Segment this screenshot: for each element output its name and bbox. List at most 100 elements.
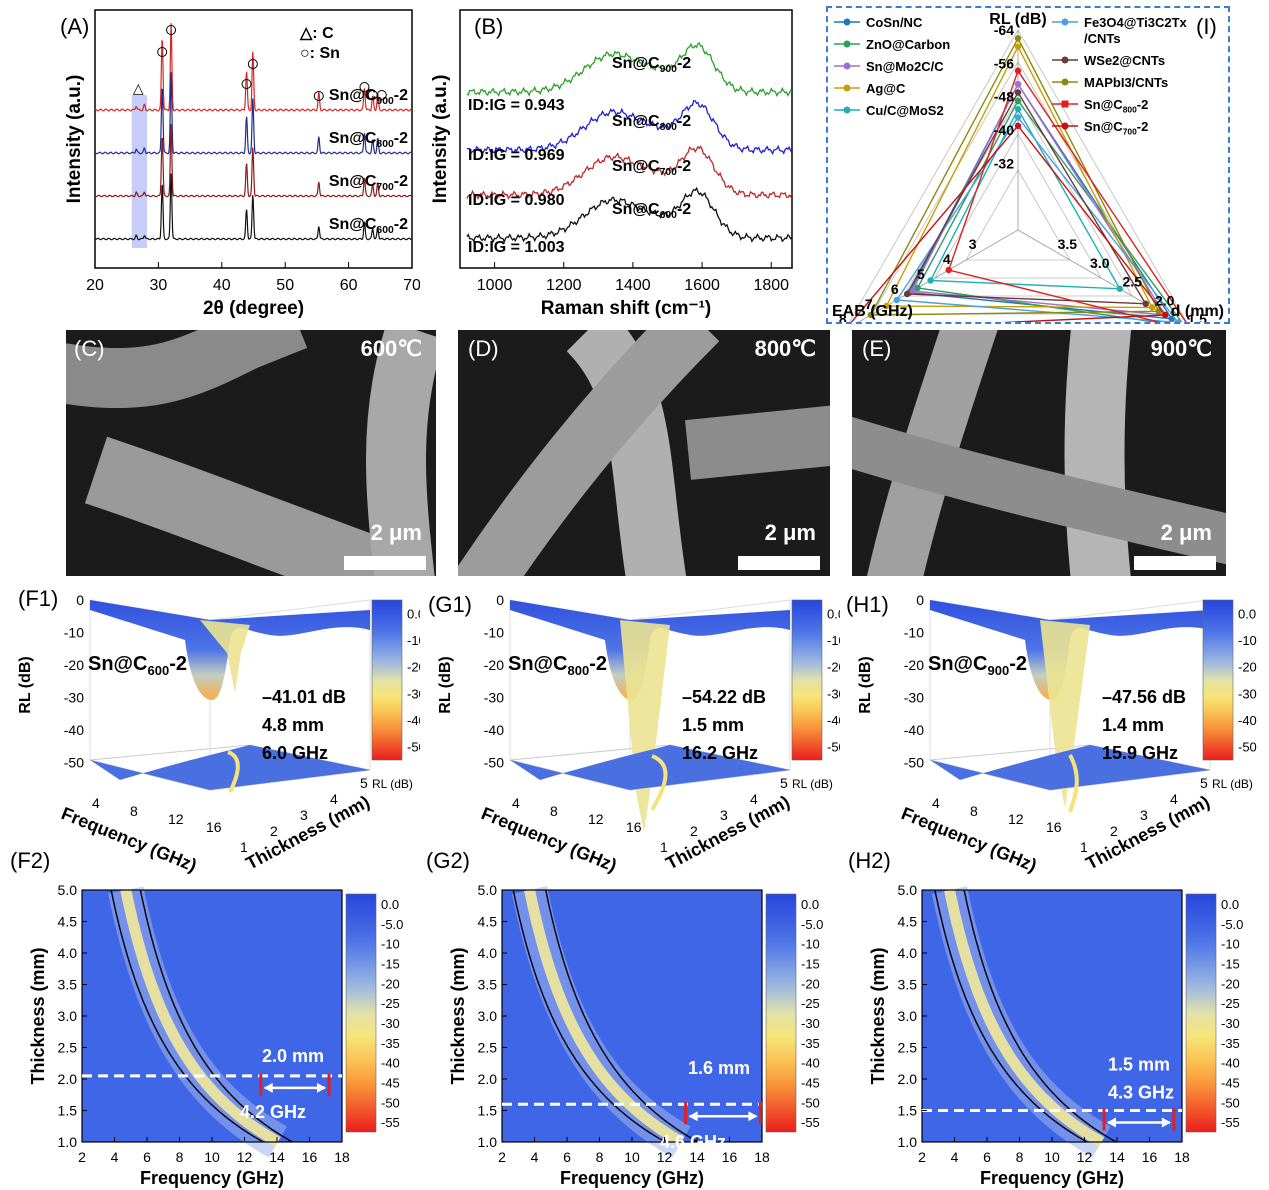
eab-tick-label: 7 xyxy=(865,296,873,312)
x-tick-label: 14 xyxy=(1109,1149,1125,1165)
contour-line xyxy=(963,889,1117,1143)
panel-label-h1: (H1) xyxy=(846,592,889,617)
legend-label: CoSn/NC xyxy=(866,15,923,30)
projection-ridge xyxy=(227,750,240,793)
rl-tick-label: -56 xyxy=(994,55,1014,71)
xrd-chart: 20 30 40 50 60 70 2θ (degree) Intensity (a.u.) S… xyxy=(64,9,421,319)
panel-label-d: (D) xyxy=(468,336,499,361)
x-tick-label: 2 xyxy=(918,1149,926,1165)
colorbar-tick-label: -40 xyxy=(1238,713,1257,728)
x-tick-label: 12 xyxy=(1077,1149,1093,1165)
freq-tick-label: 12 xyxy=(1008,811,1024,827)
colorbar-tick-label: -25 xyxy=(1221,996,1240,1011)
rl-surface xyxy=(90,600,370,700)
rl-peak xyxy=(200,620,250,693)
legend-marker xyxy=(1061,56,1069,64)
radar-point xyxy=(1014,43,1022,50)
colorbar-tick-label: -20 xyxy=(801,976,820,991)
y-tick-label: 3.0 xyxy=(478,1008,498,1024)
x-axis-label: Frequency (GHz) xyxy=(980,1168,1124,1188)
contour-line xyxy=(545,889,699,1143)
x-axis-label: Frequency (GHz) xyxy=(140,1168,284,1188)
sem-image-900: 900℃ 2 μm xyxy=(852,330,1226,576)
colorbar-tick-label: -30 xyxy=(381,1016,400,1031)
colorbar-tick-label: -20 xyxy=(407,660,420,675)
colorbar-tick-label: -40 xyxy=(827,713,840,728)
x-tick-label: 4 xyxy=(111,1149,119,1165)
z-tick-label: -50 xyxy=(64,755,84,771)
panel-label-a: (A) xyxy=(60,14,90,39)
surface-sample-label: Sn@C600-2 xyxy=(88,653,187,678)
eab-tick-label: 4 xyxy=(943,251,951,267)
eab-arrowhead xyxy=(263,1082,273,1093)
x-tick-label: 4 xyxy=(531,1149,539,1165)
id-ig-ratio: ID:IG = 1.003 xyxy=(468,239,565,256)
x-tick-label: 8 xyxy=(1016,1149,1024,1165)
surface-min-rl: –54.22 dB xyxy=(682,687,766,707)
thick-tick-label: 4 xyxy=(1170,791,1178,807)
sem-fibers xyxy=(852,330,1226,576)
projection-floor xyxy=(90,745,370,790)
sn-peak-marker xyxy=(166,25,177,35)
colorbar-tick-label: -35 xyxy=(801,1036,820,1051)
colorbar-tick-label: -10 xyxy=(801,937,820,952)
z-tick-label: -40 xyxy=(64,722,84,738)
z-tick-label: -20 xyxy=(64,657,84,673)
colorbar-title: RL (dB) xyxy=(792,777,833,791)
y-tick-label: 2.0 xyxy=(58,1071,78,1087)
y-tick-label: 1.5 xyxy=(58,1103,78,1119)
x-tick-label: 10 xyxy=(1044,1149,1060,1165)
x-tick-label: 30 xyxy=(150,277,168,294)
eab-annotation: 4.2 GHz xyxy=(240,1102,306,1122)
radar-rl-axis-label: RL (dB) xyxy=(989,11,1046,28)
colorbar-tick-label: 0.0 xyxy=(801,897,819,912)
panel-label-c: (C) xyxy=(74,336,105,361)
z-tick-label: -50 xyxy=(904,755,924,771)
radar-axis xyxy=(1017,229,1192,331)
scale-bar xyxy=(344,556,426,570)
x-tick-label: 18 xyxy=(334,1149,350,1165)
legend-label: /CNTs xyxy=(1084,31,1121,46)
z-tick-label: -10 xyxy=(484,625,504,641)
x-tick-label: 8 xyxy=(176,1149,184,1165)
z-tick-label: 0 xyxy=(496,592,504,608)
projection-floor xyxy=(510,745,790,790)
surface-colorbar xyxy=(371,599,403,761)
z-tick-label: -20 xyxy=(904,657,924,673)
y-tick-label: 1.5 xyxy=(478,1103,498,1119)
raman-chart: 1000 1200 1400 1600 1800 Raman shift (cm⁻¹) In… xyxy=(430,9,793,319)
colorbar-title: RL (dB) xyxy=(1212,777,1253,791)
radar-series xyxy=(895,116,1180,324)
y-tick-label: 1.0 xyxy=(478,1134,498,1150)
colorbar-tick-label: -35 xyxy=(381,1036,400,1051)
colorbar-tick-label: -50 xyxy=(1238,740,1257,755)
z-tick-label: -10 xyxy=(904,625,924,641)
surface-thickness: 1.4 mm xyxy=(1102,715,1164,735)
rl-tick-label: -48 xyxy=(994,89,1014,105)
y-tick-label: 4.5 xyxy=(58,914,78,930)
z-axis-label: RL (dB) xyxy=(857,656,874,713)
radar-point xyxy=(1014,35,1022,42)
rl-tick-label: -32 xyxy=(994,155,1014,171)
radar-point xyxy=(1014,97,1022,105)
absorption-ridge xyxy=(944,888,1105,1147)
radar-point xyxy=(1014,122,1022,130)
id-ig-ratio: ID:IG = 0.943 xyxy=(468,97,565,114)
panel-label-g2: (G2) xyxy=(426,848,470,873)
absorption-ridge xyxy=(120,888,281,1147)
colorbar-tick-label: -5.0 xyxy=(1221,917,1243,932)
xrd-series-label: Sn@C600-2 xyxy=(329,216,408,236)
rl-contour-h2: 1.5 mm 4.3 GHz 2 4 6 8 10 12 14 16 18 1.0 1.5 2.0 2.5 3… xyxy=(868,882,1243,1188)
eab-annotation: 4.6 GHz xyxy=(660,1132,726,1152)
surface-min-rl: –41.01 dB xyxy=(262,687,346,707)
colorbar-tick-label: -55 xyxy=(381,1115,400,1130)
thick-axis-label: Thickness (mm) xyxy=(1082,792,1212,874)
colorbar-tick-label: -15 xyxy=(381,956,400,971)
rl-tick-label: -40 xyxy=(994,122,1014,138)
carbon-band xyxy=(131,95,147,248)
y-tick-label: 1.0 xyxy=(58,1134,78,1150)
colorbar-tick-label: -10 xyxy=(381,937,400,952)
sem-image-800: 800℃ 2 μm xyxy=(458,330,830,576)
raman-panel: 1000 1200 1400 1600 1800 Raman shift (cm⁻¹) In… xyxy=(420,0,800,320)
